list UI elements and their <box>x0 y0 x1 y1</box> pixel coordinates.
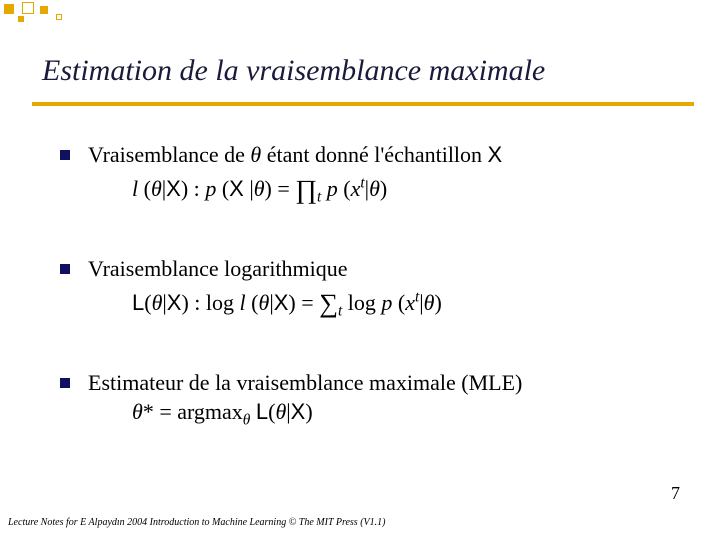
item-text: Estimateur de la vraisemblance maximale … <box>88 368 680 398</box>
item-text: Vraisemblance logarithmique <box>88 254 680 284</box>
corner-decoration <box>0 0 80 24</box>
decor-square-icon <box>56 14 62 20</box>
decor-square-icon <box>40 6 48 14</box>
list-item: Vraisemblance logarithmique L(θ|X) : log… <box>60 254 680 322</box>
bullet-icon <box>60 150 70 160</box>
decor-square-icon <box>22 2 34 14</box>
title-underline <box>32 102 694 106</box>
item-text: Vraisemblance de θ étant donné l'échanti… <box>88 140 680 170</box>
item-formula: L(θ|X) : log l (θ|X) = ∑t log p (xt|θ) <box>88 284 680 322</box>
item-formula: θ* = argmaxθ L(θ|X) <box>88 397 680 431</box>
item-formula: l (θ|X) : p (X |θ) = ∏t p (xt|θ) <box>88 170 680 208</box>
decor-square-icon <box>4 4 14 14</box>
decor-square-icon <box>18 16 24 22</box>
slide-title: Estimation de la vraisemblance maximale <box>42 54 545 88</box>
list-item: Vraisemblance de θ étant donné l'échanti… <box>60 140 680 208</box>
page-number: 7 <box>671 483 680 504</box>
bullet-icon <box>60 378 70 388</box>
list-item: Estimateur de la vraisemblance maximale … <box>60 368 680 432</box>
footer-citation: Lecture Notes for E Alpaydın 2004 Introd… <box>8 517 385 528</box>
bullet-icon <box>60 264 70 274</box>
content-area: Vraisemblance de θ étant donné l'échanti… <box>60 140 680 432</box>
